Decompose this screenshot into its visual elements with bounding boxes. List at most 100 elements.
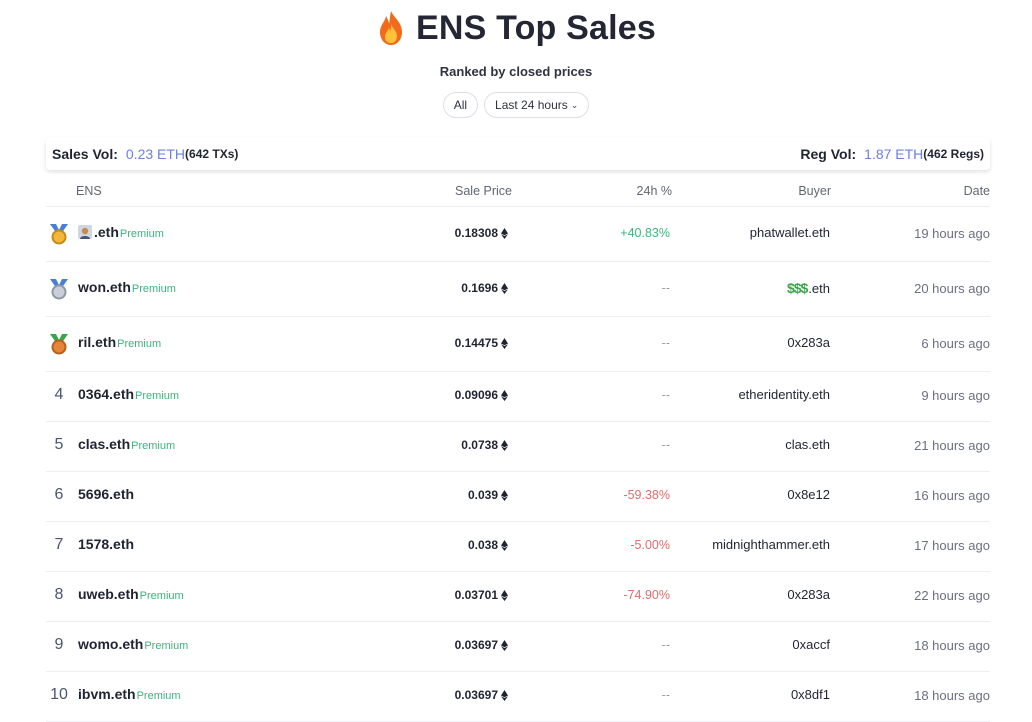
premium-badge: Premium [144, 640, 189, 652]
premium-badge: Premium [135, 390, 180, 402]
table-header: ENS Sale Price 24h % Buyer Date [46, 176, 990, 207]
eth-icon [501, 389, 508, 401]
ens-name-cell[interactable]: 0364.eth Premium [78, 386, 179, 402]
sales-vol-count: (642 TXs) [185, 147, 239, 161]
eth-icon [501, 227, 508, 239]
buyer-cell[interactable]: phatwallet.eth [750, 225, 830, 240]
ens-name[interactable]: 5696.eth [78, 486, 135, 502]
buyer-address[interactable]: phatwallet.eth [749, 225, 830, 240]
column-24h-change: 24h % [636, 184, 672, 198]
change-24h: -- [661, 388, 670, 402]
ens-name-cell[interactable]: won.eth Premium [78, 279, 176, 295]
reg-vol-value[interactable]: 1.87 ETH [864, 146, 924, 162]
buyer-cell[interactable]: clas.eth [785, 437, 830, 452]
title-row: ENS Top Sales [376, 6, 656, 50]
filter-all-label: All [453, 98, 468, 112]
buyer-cell[interactable]: $$$ .eth [787, 280, 830, 296]
buyer-prefix: $$$ [786, 280, 808, 296]
ens-name-cell[interactable]: clas.eth Premium [78, 436, 175, 452]
buyer-address[interactable]: etheridentity.eth [738, 387, 830, 402]
buyer-cell[interactable]: 0x283a [787, 587, 830, 602]
ens-name[interactable]: clas.eth [78, 436, 131, 452]
buyer-address[interactable]: midnighthammer.eth [712, 537, 830, 552]
table-row[interactable]: 9 womo.eth Premium 0.03697 -- 0xaccf 18 hours … [46, 622, 990, 672]
column-sale-price[interactable]: Sale Price [455, 184, 512, 198]
table-row[interactable]: 4 0364.eth Premium 0.09096 -- etheridentity.e… [46, 372, 990, 422]
eth-icon [501, 337, 508, 349]
table-row[interactable]: won.eth Premium 0.1696 -- $$$ .eth 20 hours ag… [46, 262, 990, 317]
filter-bar: All Last 24 hours ⌄ [0, 92, 1032, 118]
change-24h: -- [661, 281, 670, 295]
change-24h: -- [661, 688, 670, 702]
sale-price: 0.038 [468, 538, 508, 552]
sale-price: 0.18308 [455, 226, 508, 240]
eth-icon [501, 539, 508, 551]
buyer-address[interactable]: 0x8e12 [787, 487, 830, 502]
ens-name[interactable]: ibvm.eth [78, 686, 136, 702]
ens-name[interactable]: womo.eth [78, 636, 144, 652]
sale-price-value: 0.14475 [454, 336, 498, 350]
sales-vol-value[interactable]: 0.23 ETH [125, 146, 186, 162]
buyer-address[interactable]: .eth [808, 280, 830, 296]
column-date: Date [963, 184, 990, 198]
filter-all-button[interactable]: All [442, 92, 479, 118]
rank-number: 6 [54, 486, 64, 503]
table-row[interactable]: 5 clas.eth Premium 0.0738 -- clas.eth 21 hours… [46, 422, 990, 472]
sale-price: 0.03697 [455, 638, 508, 652]
buyer-cell[interactable]: 0x8e12 [787, 487, 830, 502]
time-range-dropdown[interactable]: Last 24 hours ⌄ [484, 92, 590, 118]
table-row[interactable]: 10 ibvm.eth Premium 0.03697 -- 0x8df1 18 hours… [46, 672, 990, 722]
buyer-cell[interactable]: 0x283a [787, 335, 830, 350]
buyer-cell[interactable]: etheridentity.eth [738, 387, 830, 402]
sale-price: 0.14475 [455, 336, 508, 350]
ens-name[interactable]: uweb.eth [78, 586, 139, 602]
ens-name-cell[interactable]: womo.eth Premium [78, 636, 188, 652]
buyer-address[interactable]: 0x283a [787, 587, 830, 602]
rank-number: 4 [54, 386, 64, 403]
ens-name-cell[interactable]: ril.eth Premium [78, 334, 161, 350]
sales-volume: Sales Vol: 0.23 ETH (642 TXs) [46, 146, 244, 162]
eth-icon [501, 689, 508, 701]
ens-name-cell[interactable]: 1578.eth [78, 536, 134, 552]
premium-badge: Premium [119, 228, 164, 240]
premium-badge: Premium [131, 283, 176, 295]
table-row[interactable]: 7 1578.eth 0.038 -5.00% midnighthammer.eth 17… [46, 522, 990, 572]
rank-number: 8 [54, 586, 64, 603]
table-row[interactable]: 8 uweb.eth Premium 0.03701 -74.90% 0x283a 22 h… [46, 572, 990, 622]
ens-name[interactable]: ril.eth [78, 334, 117, 350]
change-24h: -59.38% [623, 488, 670, 502]
ens-name[interactable]: 1578.eth [78, 536, 135, 552]
buyer-address[interactable]: 0x8df1 [790, 687, 830, 702]
ens-name-cell[interactable]: ibvm.eth Premium [78, 686, 181, 702]
ens-name[interactable]: won.eth [78, 279, 131, 295]
bronze-medal-icon [50, 334, 68, 355]
sale-date: 17 hours ago [914, 538, 990, 553]
sale-date: 21 hours ago [914, 438, 990, 453]
table-row[interactable]: ril.eth Premium 0.14475 -- 0x283a 6 hours ago [46, 317, 990, 372]
buyer-address[interactable]: 0xaccf [792, 637, 830, 652]
buyer-address[interactable]: clas.eth [785, 437, 830, 452]
sale-price-value: 0.038 [467, 538, 498, 552]
change-24h: +40.83% [620, 226, 670, 240]
eth-icon [501, 589, 508, 601]
ens-name-cell[interactable]: uweb.eth Premium [78, 586, 184, 602]
buyer-address[interactable]: 0x283a [787, 335, 830, 350]
table-row[interactable]: .eth Premium 0.18308 +40.83% phatwallet.eth 1… [46, 207, 990, 262]
buyer-cell[interactable]: midnighthammer.eth [712, 537, 830, 552]
table-row[interactable]: 6 5696.eth 0.039 -59.38% 0x8e12 16 hours ago [46, 472, 990, 522]
buyer-cell[interactable]: 0x8df1 [791, 687, 830, 702]
silver-medal-icon [50, 279, 68, 300]
change-24h: -74.90% [623, 588, 670, 602]
ens-name-cell[interactable]: 5696.eth [78, 486, 134, 502]
sale-date: 6 hours ago [921, 336, 990, 351]
rank-number: 9 [54, 636, 64, 653]
fire-icon [379, 11, 402, 45]
ens-name[interactable]: 0364.eth [78, 386, 135, 402]
sale-date: 18 hours ago [914, 638, 990, 653]
buyer-cell[interactable]: 0xaccf [792, 637, 830, 652]
sales-vol-label: Sales Vol: [52, 146, 118, 162]
ens-name[interactable]: .eth [94, 224, 119, 240]
ens-name-cell[interactable]: .eth Premium [78, 224, 164, 240]
rank-number: 5 [54, 436, 64, 453]
eth-icon [501, 639, 508, 651]
